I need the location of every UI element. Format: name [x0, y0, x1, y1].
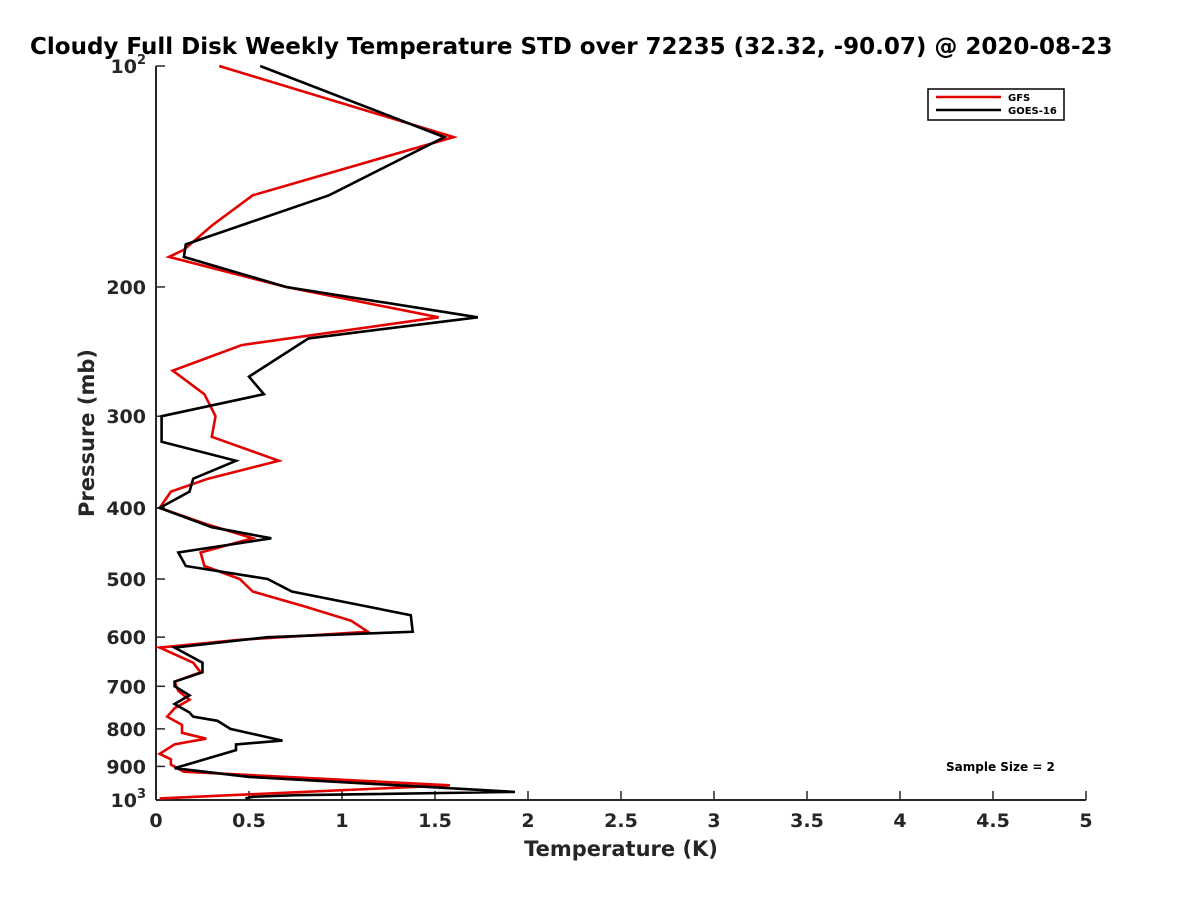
series-line-gfs — [154, 64, 459, 800]
legend-label-goes16: GOES-16 — [1008, 106, 1057, 117]
x-tick-label: 0 — [149, 810, 162, 832]
x-tick-label: 1 — [335, 810, 348, 832]
x-tick-label: 3 — [707, 810, 720, 832]
y-tick-label: 800 — [106, 719, 146, 741]
y-tick-label: 102 — [111, 53, 147, 78]
y-tick-label: 600 — [106, 627, 146, 649]
x-tick-label: 4 — [893, 810, 906, 832]
x-ticks: 0 0.5 1 1.5 2 2.5 3 3.5 4 4.5 5 — [149, 791, 1093, 832]
legend-box — [927, 88, 1065, 121]
legend: GFS GOES-16 — [927, 88, 1065, 121]
legend-label-gfs: GFS — [1008, 93, 1030, 104]
x-tick-label: 0.5 — [232, 810, 266, 832]
y-tick-label: 700 — [106, 676, 146, 698]
x-tick-label: 4.5 — [976, 810, 1010, 832]
sample-size-annotation: Sample Size = 2 — [946, 760, 1055, 774]
y-ticks: 102 200 300 400 500 600 700 800 900 103 — [106, 53, 165, 812]
x-tick-label: 2.5 — [604, 810, 638, 832]
y-tick-label: 400 — [106, 498, 146, 520]
y-tick-label: 300 — [106, 406, 146, 428]
chart-title: Cloudy Full Disk Weekly Temperature STD … — [30, 34, 1113, 60]
y-tick-label: 500 — [106, 569, 146, 591]
x-tick-label: 3.5 — [790, 810, 824, 832]
series-line-goes-16 — [156, 64, 516, 800]
y-axis-label: Pressure (mb) — [75, 349, 99, 517]
series-lines — [154, 64, 516, 800]
y-tick-label: 103 — [111, 787, 147, 812]
y-tick-label: 200 — [106, 277, 146, 299]
x-tick-label: 5 — [1079, 810, 1092, 832]
x-tick-label: 2 — [521, 810, 534, 832]
x-tick-label: 1.5 — [418, 810, 452, 832]
y-tick-label: 900 — [106, 756, 146, 778]
axes — [155, 66, 1086, 801]
x-axis-label: Temperature (K) — [524, 837, 718, 861]
